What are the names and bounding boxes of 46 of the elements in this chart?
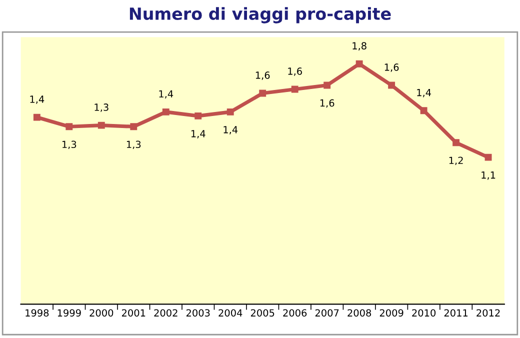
x-tick-label: 2001	[122, 309, 146, 317]
data-label: 1,6	[288, 68, 302, 76]
point	[291, 86, 298, 93]
x-tick-label: 2007	[315, 309, 339, 317]
point	[194, 112, 202, 120]
data-label: 1,1	[482, 172, 496, 180]
point	[388, 82, 396, 89]
x-tick-label: 2002	[154, 309, 178, 317]
x-tick-label: 2004	[218, 309, 242, 317]
x-tick-label: 2008	[348, 309, 372, 317]
point	[33, 114, 40, 121]
point	[420, 107, 428, 114]
point	[162, 108, 170, 116]
point	[259, 90, 266, 97]
data-label: 1,6	[320, 99, 334, 108]
x-tick-label: 2005	[250, 309, 274, 317]
point	[452, 139, 460, 146]
data-label: 1,4	[417, 89, 431, 98]
point	[356, 60, 363, 68]
x-tick-label: 1998	[26, 309, 49, 317]
point	[324, 82, 331, 89]
x-tick-label: 2003	[186, 309, 210, 317]
data-label: 1,4	[224, 126, 238, 134]
point	[98, 122, 105, 129]
x-tick-label: 2012	[476, 309, 500, 317]
point	[484, 154, 492, 161]
point	[66, 123, 73, 130]
data-label: 1,3	[62, 140, 76, 150]
data-label: 1,4	[30, 96, 44, 104]
data-label: 1,6	[256, 72, 270, 80]
data-label: 1,3	[126, 140, 141, 150]
chart-title: Numero di viaggi pro-capite	[130, 7, 391, 24]
x-tick-label: 1999	[58, 309, 81, 317]
point	[130, 123, 138, 130]
data-label: 1,4	[159, 90, 174, 99]
x-tick-label: 2010	[412, 309, 436, 317]
data-label: 1,4	[191, 130, 206, 138]
data-label: 1,3	[94, 104, 108, 112]
x-tick-label: 2011	[444, 309, 468, 317]
data-label: 1,2	[449, 156, 463, 166]
data-label: 1,8	[352, 42, 366, 50]
x-tick-label: 2009	[380, 309, 404, 317]
x-tick-label: 2000	[90, 309, 114, 317]
point	[226, 108, 234, 116]
x-tick-label: 2006	[283, 309, 307, 317]
data-label: 1,6	[384, 64, 399, 72]
